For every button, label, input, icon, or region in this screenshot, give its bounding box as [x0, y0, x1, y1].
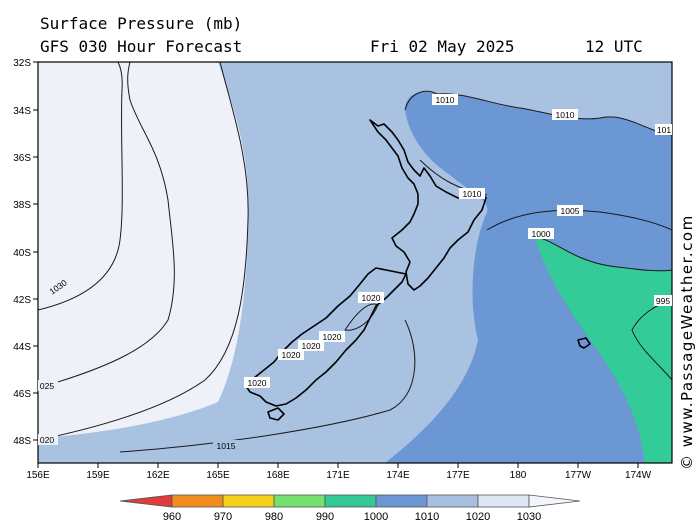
contour-label-1020-c: 1020 — [298, 340, 324, 351]
isobar-1000 — [534, 237, 673, 272]
legend-swatch-970 — [222, 494, 275, 508]
contour-label-1010-a: 1010 — [432, 94, 458, 105]
axis-ticks — [33, 61, 639, 468]
forecast-subtitle: GFS 030 Hour Forecast — [40, 37, 243, 56]
lon-label-165e: 165E — [206, 470, 230, 481]
legend-colorbar — [119, 494, 581, 508]
contour-label-020: 020 — [38, 434, 58, 445]
contour-label-1020-d: 1020 — [278, 349, 304, 360]
contour-label-1020-a: 1020 — [358, 292, 384, 303]
isobar-1020-west — [37, 61, 249, 441]
contour-label-text: 1005 — [561, 206, 580, 216]
lon-label-156e: 156E — [26, 470, 50, 481]
lon-label-159e: 159E — [86, 470, 110, 481]
chatham-islands-coast — [577, 337, 591, 349]
isobar-1025 — [37, 61, 175, 389]
lat-label-34s: 34S — [13, 106, 31, 117]
lat-label-36s: 36S — [13, 153, 31, 164]
lon-label-174e: 174E — [386, 470, 410, 481]
new-zealand-coastline — [245, 119, 591, 421]
legend-label-990: 990 — [316, 511, 334, 523]
stewart-island-coast — [267, 407, 285, 421]
contour-label-101: 101 — [655, 124, 672, 135]
longitude-labels: 156E 159E 162E 165E 168E 171E 174E 177E … — [26, 470, 651, 481]
legend-swatch-below-960 — [119, 494, 173, 508]
legend-label-1000: 1000 — [364, 511, 388, 523]
contour-label-text: 995 — [656, 296, 670, 306]
contour-label-1010-c: 1010 — [459, 188, 485, 199]
contour-label-025: 025 — [38, 380, 58, 391]
contour-label-text: 1020 — [282, 350, 301, 360]
pressure-fills — [38, 62, 672, 464]
legend-swatch-960 — [171, 494, 224, 508]
lat-label-40s: 40S — [13, 248, 31, 259]
copyright-credit: © www.PassageWeather.com — [678, 214, 696, 470]
lon-label-168e: 168E — [266, 470, 290, 481]
forecast-date: Fri 02 May 2025 — [370, 37, 515, 56]
isobar-1005 — [486, 209, 673, 231]
lat-label-44s: 44S — [13, 342, 31, 353]
contour-label-text: 1010 — [436, 95, 455, 105]
contour-label-1005: 1005 — [557, 205, 583, 216]
isobars — [37, 61, 673, 453]
contour-label-text: 1020 — [323, 332, 342, 342]
contour-label-text: 1020 — [362, 293, 381, 303]
legend-swatch-990 — [324, 494, 377, 508]
contour-label-1015: 1015 — [213, 440, 239, 451]
isobar-1010-north — [404, 90, 673, 136]
map-title: Surface Pressure (mb) — [40, 14, 243, 33]
lon-label-171e: 171E — [326, 470, 350, 481]
forecast-time: 12 UTC — [585, 37, 643, 56]
contour-label-text: 025 — [40, 381, 54, 391]
contour-label-1020-e: 1020 — [244, 377, 270, 388]
contour-label-text: 1020 — [248, 378, 267, 388]
legend-label-980: 980 — [265, 511, 283, 523]
isobar-995 — [631, 299, 673, 381]
isobar-1015 — [119, 319, 416, 453]
lat-label-32s: 32S — [13, 58, 31, 69]
south-island-coast — [245, 267, 407, 407]
contour-label-text: 1010 — [556, 110, 575, 120]
legend-labels: 960 970 980 990 1000 1010 1020 1030 — [163, 511, 541, 523]
legend-swatch-above-1030 — [528, 494, 581, 508]
contour-label-1010-b: 1010 — [552, 109, 578, 120]
lat-label-46s: 46S — [13, 389, 31, 400]
lat-label-42s: 42S — [13, 295, 31, 306]
legend-label-1010: 1010 — [415, 511, 439, 523]
latitude-labels: 32S 34S 36S 38S 40S 42S 44S 46S 48S — [13, 58, 31, 447]
legend-swatch-1020 — [477, 494, 530, 508]
north-island-coast — [369, 119, 487, 291]
lon-label-174w: 174W — [625, 470, 652, 481]
legend-swatch-1010 — [426, 494, 479, 508]
legend-swatch-980 — [273, 494, 326, 508]
contour-label-text: 1020 — [302, 341, 321, 351]
contour-label-text: 1000 — [532, 229, 551, 239]
fill-mid — [385, 91, 672, 464]
legend-label-960: 960 — [163, 511, 181, 523]
contour-label-text: 1010 — [463, 189, 482, 199]
contour-label-1000: 1000 — [528, 228, 554, 239]
lon-label-162e: 162E — [146, 470, 170, 481]
contour-label-1020-b: 1020 — [319, 331, 345, 342]
lon-label-180: 180 — [510, 470, 527, 481]
isobar-1030 — [37, 61, 123, 311]
lat-label-38s: 38S — [13, 200, 31, 211]
lon-label-177e: 177E — [446, 470, 470, 481]
legend-swatch-1000 — [375, 494, 428, 508]
legend-label-1020: 1020 — [466, 511, 490, 523]
lon-label-177w: 177W — [565, 470, 592, 481]
legend-label-1030: 1030 — [517, 511, 541, 523]
contour-labels: 1010 1010 101 1010 1005 1000 995 1020 10… — [38, 94, 672, 451]
contour-label-text: 1015 — [217, 441, 236, 451]
contour-label-995: 995 — [654, 295, 672, 306]
fill-low — [535, 237, 672, 463]
lat-label-48s: 48S — [13, 436, 31, 447]
map-frame — [37, 61, 673, 464]
contour-label-text: 020 — [40, 435, 54, 445]
contour-label-text: 101 — [657, 125, 671, 135]
legend-label-970: 970 — [214, 511, 232, 523]
